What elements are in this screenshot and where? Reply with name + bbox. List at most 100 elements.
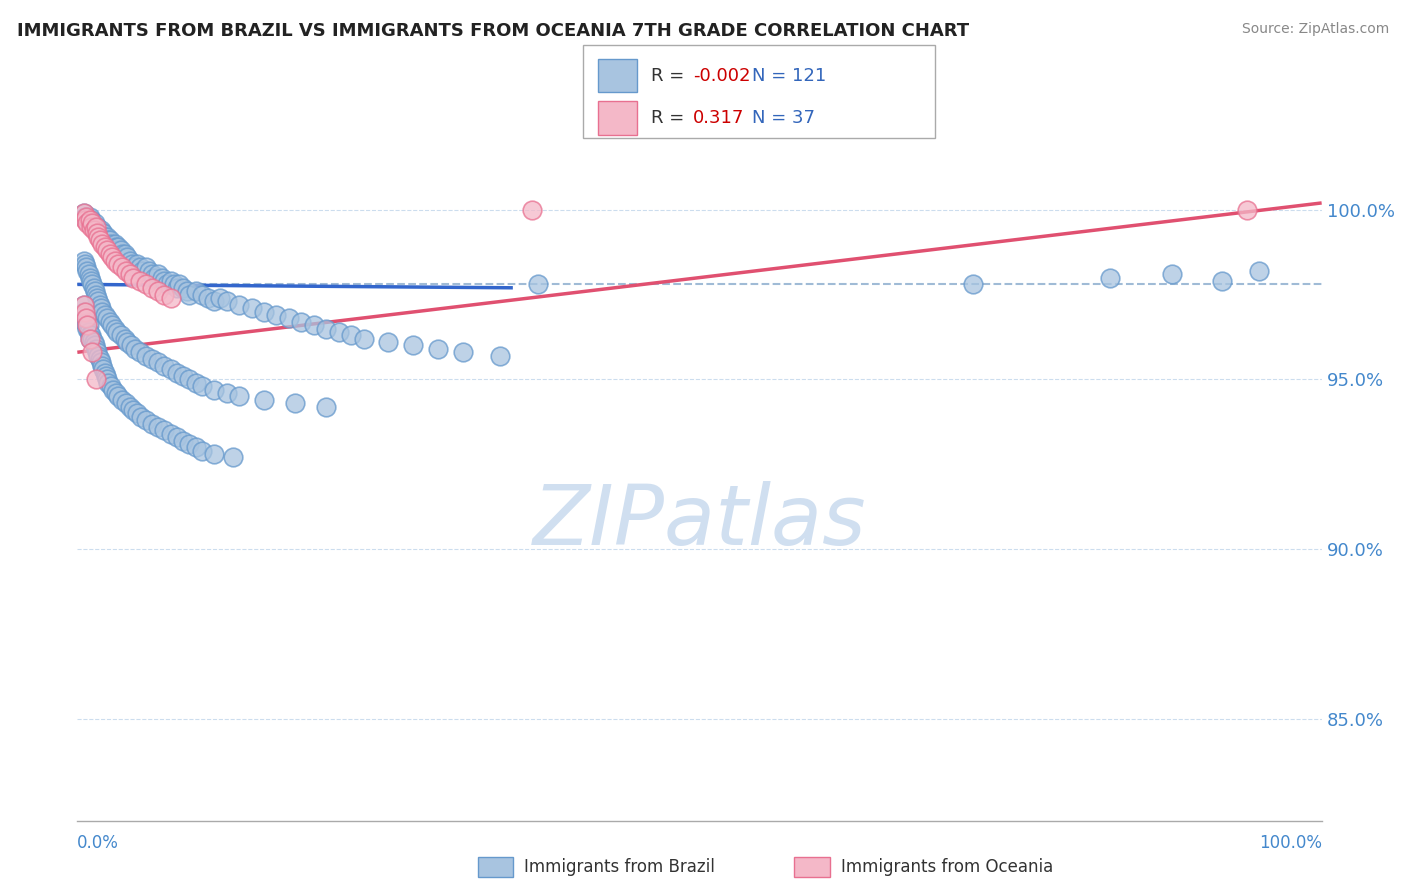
Text: Immigrants from Brazil: Immigrants from Brazil [524, 858, 716, 876]
Point [83, 335, 105, 350]
Point [76, 315, 98, 329]
Point [1249, 264, 1271, 278]
Point [179, 287, 201, 301]
Point [82, 332, 104, 346]
Point [1161, 267, 1184, 281]
Point [184, 376, 207, 390]
Point [86, 219, 108, 234]
Point [72, 311, 94, 326]
Point [93, 230, 115, 244]
Point [520, 202, 543, 217]
Point [77, 267, 100, 281]
Point [75, 210, 97, 224]
Point [76, 321, 98, 335]
Point [284, 396, 307, 410]
Point [93, 227, 115, 241]
Point [84, 219, 107, 234]
Point [72, 206, 94, 220]
Point [228, 389, 250, 403]
Point [166, 430, 188, 444]
Point [114, 247, 136, 261]
Text: IMMIGRANTS FROM BRAZIL VS IMMIGRANTS FROM OCEANIA 7TH GRADE CORRELATION CHART: IMMIGRANTS FROM BRAZIL VS IMMIGRANTS FRO… [17, 22, 969, 40]
Point [84, 219, 107, 234]
Point [93, 308, 115, 322]
Point [128, 274, 150, 288]
Point [166, 366, 188, 380]
Point [75, 311, 97, 326]
Point [166, 281, 188, 295]
Text: -0.002: -0.002 [693, 67, 751, 85]
Text: 0.0%: 0.0% [77, 834, 120, 852]
Point [340, 328, 363, 343]
Point [72, 206, 94, 220]
Point [75, 311, 97, 326]
Point [191, 379, 214, 393]
Point [90, 355, 112, 369]
Point [148, 267, 170, 281]
Point [80, 213, 103, 227]
Point [118, 400, 141, 414]
Point [100, 236, 122, 251]
Point [89, 227, 111, 241]
Point [148, 420, 170, 434]
Point [128, 345, 150, 359]
Point [141, 267, 163, 281]
Point [93, 362, 115, 376]
Point [72, 253, 94, 268]
Point [141, 352, 163, 367]
Point [98, 233, 121, 247]
Point [209, 291, 232, 305]
Point [72, 298, 94, 312]
Point [131, 264, 153, 278]
Point [79, 216, 101, 230]
Point [98, 315, 121, 329]
Point [91, 236, 114, 251]
Point [91, 304, 114, 318]
Point [169, 277, 191, 292]
Point [215, 386, 238, 401]
Point [77, 318, 100, 332]
Point [353, 332, 375, 346]
Point [83, 216, 105, 230]
Point [172, 369, 194, 384]
Point [83, 281, 105, 295]
Point [96, 230, 118, 244]
Point [128, 260, 150, 275]
Point [115, 264, 138, 278]
Point [328, 325, 350, 339]
Point [82, 216, 104, 230]
Point [107, 240, 129, 254]
Point [172, 434, 194, 448]
Point [104, 236, 127, 251]
Point [202, 383, 225, 397]
Point [91, 359, 114, 373]
Text: ZIPatlas: ZIPatlas [533, 481, 866, 562]
Point [228, 298, 250, 312]
Point [153, 274, 176, 288]
Point [98, 247, 121, 261]
Point [315, 400, 337, 414]
Point [125, 406, 148, 420]
Point [184, 440, 207, 454]
Point [77, 213, 100, 227]
Point [86, 345, 108, 359]
Point [91, 230, 114, 244]
Point [159, 426, 181, 441]
Point [73, 308, 96, 322]
Point [253, 304, 276, 318]
Point [135, 277, 157, 292]
Point [179, 437, 201, 451]
Point [240, 301, 263, 315]
Point [110, 244, 132, 258]
Point [104, 386, 127, 401]
Point [80, 219, 103, 234]
Point [87, 294, 110, 309]
Point [202, 294, 225, 309]
Point [76, 210, 98, 224]
Point [82, 345, 104, 359]
Point [73, 210, 96, 224]
Point [87, 223, 110, 237]
Point [83, 284, 105, 298]
Point [111, 260, 134, 275]
Point [101, 250, 124, 264]
